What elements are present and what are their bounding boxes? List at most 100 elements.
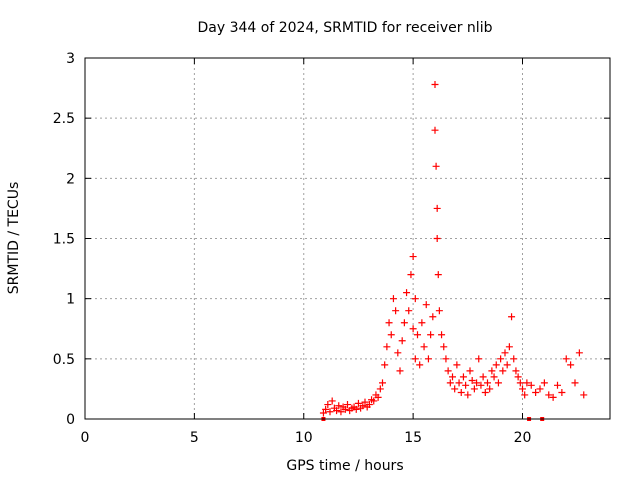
x-tick-label: 20	[514, 430, 532, 446]
data-point	[554, 381, 561, 389]
data-points	[319, 80, 588, 421]
data-point	[527, 381, 535, 389]
data-point	[484, 379, 491, 387]
data-point	[512, 367, 520, 375]
data-point	[455, 379, 463, 387]
data-point	[473, 379, 481, 387]
data-point	[387, 331, 395, 339]
data-point	[359, 402, 367, 410]
data-point	[477, 381, 485, 389]
data-point	[422, 301, 430, 309]
x-tick-label: 15	[404, 430, 422, 446]
data-point	[494, 379, 502, 387]
data-point	[442, 355, 450, 363]
data-point	[433, 235, 441, 242]
data-point	[514, 373, 522, 381]
data-point	[409, 325, 417, 333]
data-point	[341, 405, 349, 413]
y-tick-label: 3	[66, 51, 75, 67]
data-point	[335, 402, 343, 410]
data-point	[398, 337, 406, 345]
data-point	[464, 391, 472, 399]
data-point	[488, 367, 496, 375]
data-point	[449, 373, 456, 381]
data-point	[414, 331, 421, 339]
data-point	[326, 408, 334, 416]
data-point	[486, 385, 494, 393]
data-point	[416, 361, 424, 369]
data-point	[510, 355, 518, 363]
data-point	[457, 389, 465, 397]
data-point	[519, 385, 526, 393]
data-point	[361, 398, 369, 406]
data-point	[411, 295, 419, 303]
data-point	[479, 373, 487, 381]
data-point	[370, 397, 378, 405]
data-point	[453, 361, 461, 369]
data-point	[562, 355, 570, 363]
data-point	[324, 401, 332, 409]
data-point	[575, 349, 583, 357]
data-point	[490, 373, 498, 381]
data-point	[438, 331, 446, 339]
data-point	[319, 409, 327, 417]
data-point	[501, 349, 509, 357]
data-point	[475, 355, 483, 363]
x-axis-label: GPS time / hours	[286, 458, 403, 474]
data-point	[411, 355, 419, 363]
axis-ticks: 0 0.5 1 1.5 2 2.5 3 0 5 10 15 20	[53, 51, 610, 446]
data-point	[545, 391, 553, 399]
data-point	[389, 295, 397, 303]
data-point	[462, 381, 470, 389]
data-point	[503, 361, 511, 369]
data-point	[400, 319, 408, 327]
data-point	[344, 401, 351, 409]
data-point	[337, 408, 345, 416]
data-point	[431, 126, 439, 134]
data-point	[424, 355, 432, 363]
y-tick-label: 2	[66, 171, 75, 187]
data-point	[328, 397, 336, 405]
data-point	[446, 379, 454, 387]
data-point	[381, 361, 389, 369]
data-point	[521, 391, 529, 399]
data-point	[431, 80, 439, 88]
data-point	[403, 289, 411, 297]
data-point	[505, 343, 513, 351]
data-point	[433, 204, 441, 212]
data-point	[567, 361, 575, 369]
data-point	[420, 343, 428, 351]
data-point	[540, 379, 548, 387]
data-point	[459, 373, 467, 381]
data-point	[333, 407, 341, 415]
data-point	[432, 162, 440, 170]
data-point	[394, 349, 402, 357]
data-point	[536, 385, 544, 393]
data-point	[376, 385, 384, 393]
data-point	[532, 389, 540, 397]
data-point	[571, 379, 579, 387]
chart-title: Day 344 of 2024, SRMTID for receiver nli…	[198, 20, 493, 36]
data-point	[427, 331, 435, 339]
data-point	[470, 385, 478, 393]
data-point	[444, 367, 452, 375]
data-point	[516, 379, 524, 387]
data-point	[580, 391, 588, 399]
data-point	[492, 361, 500, 369]
data-point	[451, 385, 459, 393]
data-point	[418, 319, 426, 327]
x-tick-label: 10	[295, 430, 313, 446]
data-point	[508, 313, 516, 321]
y-tick-label: 2.5	[53, 111, 75, 127]
data-point	[497, 355, 505, 363]
y-tick-label: 0	[66, 412, 75, 428]
data-point	[549, 393, 557, 401]
data-point	[468, 376, 476, 384]
data-point	[396, 367, 404, 375]
data-point	[558, 389, 566, 397]
data-point	[392, 307, 400, 315]
data-point	[365, 401, 373, 409]
y-tick-label: 0.5	[53, 352, 75, 368]
data-point	[429, 313, 437, 321]
